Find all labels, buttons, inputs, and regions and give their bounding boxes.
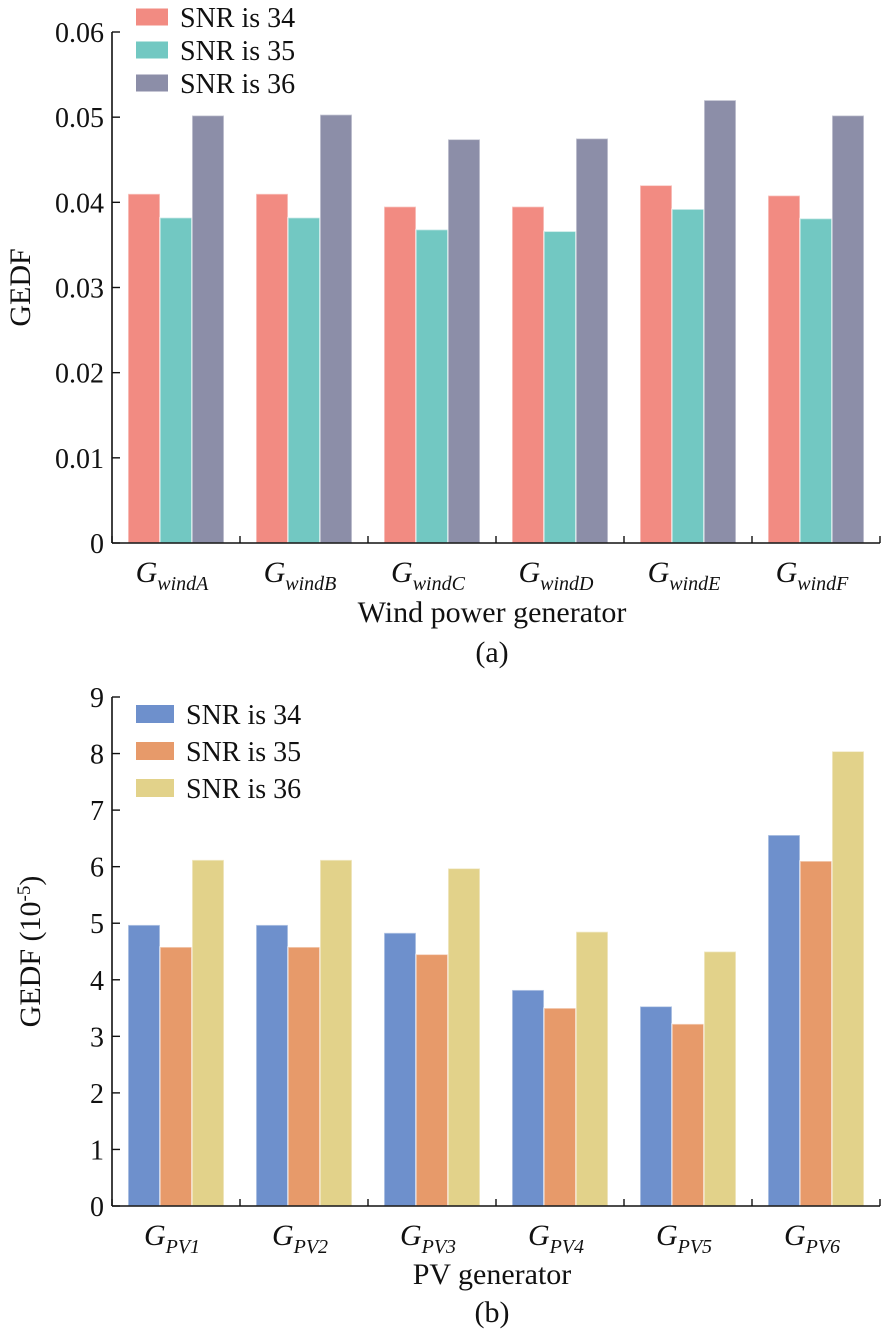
bar-b-s1-c3: [383, 932, 417, 1207]
y-tick-label: 2: [90, 1079, 104, 1110]
x-axis-label: PV generator: [413, 1258, 572, 1291]
x-axis-label: Wind power generator: [358, 596, 627, 629]
legend-label: SNR is 36: [180, 69, 295, 100]
legend: SNR is 34 SNR is 35 SNR is 36: [136, 700, 301, 805]
x-tick-label: GPV5: [656, 1219, 712, 1258]
bar-b-s1-c4: [511, 989, 545, 1207]
bar-b-s3-c2: [319, 859, 353, 1207]
y-tick-label: 5: [90, 909, 104, 940]
bar-a-s1-c3: [383, 205, 417, 544]
bar-a-s1-c5: [639, 184, 673, 544]
bar-b-s2-c4: [543, 1007, 577, 1207]
legend-swatch: [136, 742, 174, 760]
bar-b-s2-c1: [159, 946, 193, 1207]
y-tick-label: 0.03: [55, 274, 104, 305]
x-tick-label: GPV1: [144, 1219, 200, 1258]
x-tick-label: GwindB: [264, 556, 337, 595]
bar-b-s1-c1: [127, 924, 161, 1207]
x-tick-label: GPV4: [528, 1219, 584, 1258]
panel-caption: (a): [475, 636, 508, 669]
y-tick-label: 0: [90, 529, 104, 560]
bar-a-s3-c1: [191, 114, 225, 544]
bar-b-s1-c2: [255, 924, 289, 1207]
bar-a-s1-c6: [767, 194, 801, 544]
x-tick-label: GwindD: [518, 556, 594, 595]
x-tick-label: GwindC: [391, 556, 466, 595]
bar-b-s1-c6: [767, 834, 801, 1207]
legend-swatch: [136, 705, 174, 723]
y-tick-label: 0.02: [55, 359, 104, 390]
bar-a-s3-c3: [447, 138, 481, 544]
bar-b-s2-c3: [415, 953, 449, 1207]
y-tick-label: 7: [90, 796, 104, 827]
bar-b-s3-c4: [575, 930, 609, 1207]
bar-a-s2-c5: [671, 208, 705, 544]
bar-a-s2-c2: [287, 216, 321, 544]
legend-swatch: [136, 41, 168, 59]
bar-a-s2-c3: [415, 228, 449, 544]
y-tick-label: 9: [90, 683, 104, 714]
bar-a-s3-c2: [319, 113, 353, 544]
y-tick-label: 4: [90, 966, 104, 997]
panel-caption: (b): [475, 1296, 510, 1329]
bar-b-s2-c5: [671, 1023, 705, 1207]
legend-swatch: [136, 779, 174, 797]
y-tick-label: 0.04: [55, 188, 104, 219]
y-axis-label: GEDF: [4, 248, 37, 326]
y-tick-label: 3: [90, 1022, 104, 1053]
legend-label: SNR is 35: [186, 737, 301, 768]
bar-a-s3-c5: [703, 99, 737, 544]
legend-label: SNR is 34: [180, 3, 295, 34]
y-tick-label: 0.01: [55, 444, 104, 475]
bar-a-s1-c2: [255, 193, 289, 544]
legend-label: SNR is 34: [186, 700, 301, 731]
y-tick-label: 0: [90, 1192, 104, 1223]
legend-swatch: [136, 8, 168, 26]
bar-b-s2-c2: [287, 946, 321, 1207]
bar-b-s2-c6: [799, 860, 833, 1207]
legend-swatch: [136, 74, 168, 92]
y-tick-label: 8: [90, 740, 104, 771]
bar-a-s1-c4: [511, 205, 545, 544]
y-axis-label: GEDF (10-5): [14, 876, 47, 1028]
x-tick-label: GPV3: [400, 1219, 456, 1258]
x-tick-label: GwindF: [776, 556, 850, 595]
bar-a-s2-c1: [159, 216, 193, 544]
x-tick-label: GwindA: [136, 556, 210, 595]
chart-a: 0 0.01 0.02 0.03 0.04 0.05 0.06 GwindA GwindB Gwi…: [4, 3, 881, 669]
chart-b: 0 1 2 3 4 5 6 7 8 9 GPV1 GPV2 GPV3 GPV4 GPV5 GPV6 GEDF (…: [14, 683, 881, 1329]
legend-label: SNR is 35: [180, 36, 295, 67]
y-tick-label: 0.05: [55, 103, 104, 134]
x-tick-label: GPV2: [272, 1219, 328, 1258]
bar-b-s3-c3: [447, 867, 481, 1207]
bar-b-s3-c5: [703, 950, 737, 1207]
y-tick-label: 0.06: [55, 18, 104, 49]
x-tick-label: GwindE: [648, 556, 721, 595]
bar-b-s3-c1: [191, 859, 225, 1207]
bar-b-s3-c6: [831, 750, 865, 1207]
bar-a-s1-c1: [127, 193, 161, 544]
x-tick-label: GPV6: [784, 1219, 840, 1258]
bar-a-s2-c6: [799, 217, 833, 544]
y-tick-label: 1: [90, 1135, 104, 1166]
bar-a-s3-c4: [575, 137, 609, 544]
y-tick-label: 6: [90, 853, 104, 884]
bar-b-s1-c5: [639, 1005, 673, 1207]
legend-label: SNR is 36: [186, 774, 301, 805]
bar-a-s2-c4: [543, 230, 577, 544]
bar-a-s3-c6: [831, 114, 865, 544]
